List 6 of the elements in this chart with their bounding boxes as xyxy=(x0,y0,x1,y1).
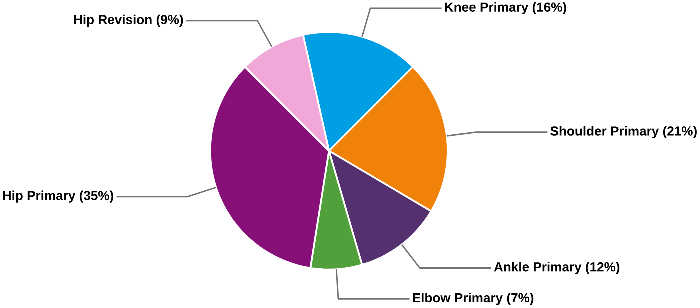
slice-label: Shoulder Primary (21%) xyxy=(550,126,697,139)
slice-label: Ankle Primary (12%) xyxy=(494,262,620,275)
slice-label: Elbow Primary (7%) xyxy=(413,293,534,306)
slice-label: Hip Revision (9%) xyxy=(74,15,184,28)
slice-label: Knee Primary (16%) xyxy=(445,2,566,15)
slice-label: Hip Primary (35%) xyxy=(3,190,114,204)
